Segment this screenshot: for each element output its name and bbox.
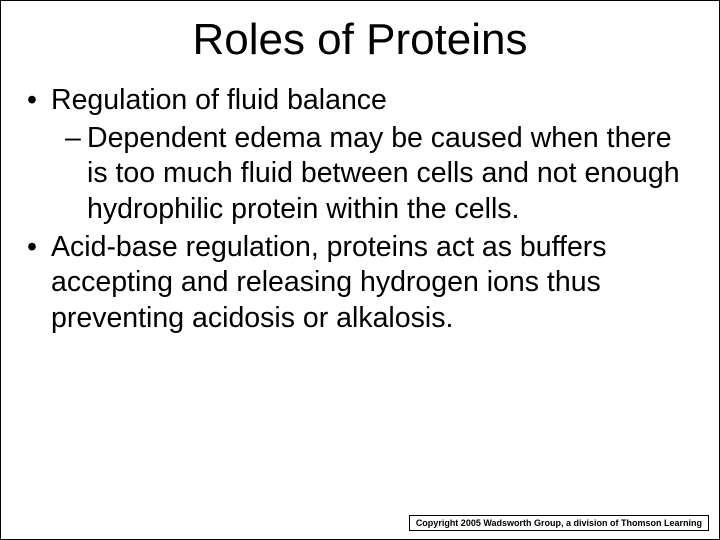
bullet-item: • Regulation of fluid balance xyxy=(27,83,693,119)
slide-body: • Regulation of fluid balance – Dependen… xyxy=(1,83,719,336)
bullet-item: • Acid-base regulation, proteins act as … xyxy=(27,230,693,337)
sub-bullet-text: Dependent edema may be caused when there… xyxy=(87,121,693,228)
bullet-mark-icon: • xyxy=(27,83,51,119)
dash-mark-icon: – xyxy=(65,121,87,228)
slide-title: Roles of Proteins xyxy=(1,15,719,65)
bullet-mark-icon: • xyxy=(27,230,51,337)
bullet-text: Acid-base regulation, proteins act as bu… xyxy=(51,230,693,337)
copyright-notice: Copyright 2005 Wadsworth Group, a divisi… xyxy=(409,515,709,531)
sub-bullet-item: – Dependent edema may be caused when the… xyxy=(27,121,693,228)
bullet-text: Regulation of fluid balance xyxy=(51,83,693,119)
